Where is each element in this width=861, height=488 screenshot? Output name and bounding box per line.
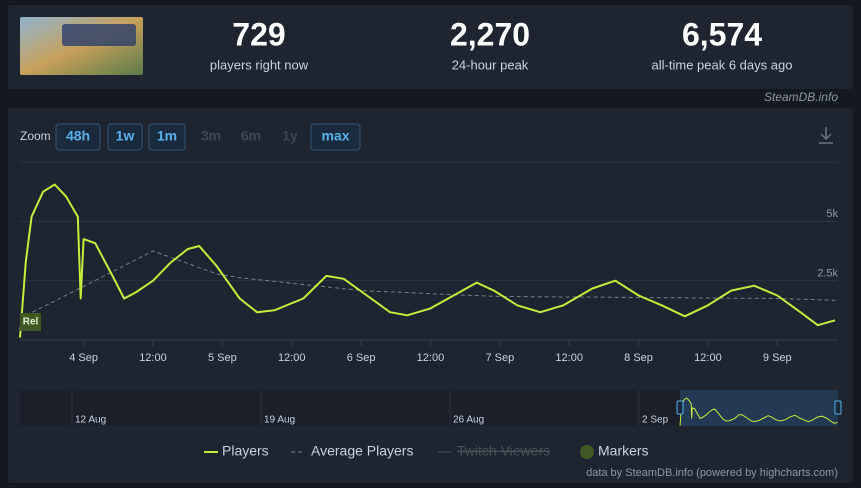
navigator-line — [679, 397, 838, 426]
zoom-button[interactable]: 48h — [55, 123, 101, 151]
download-glyph — [819, 127, 833, 144]
stat-label: 24-hour peak — [452, 57, 529, 72]
zoom-button-label: 1w — [116, 128, 135, 144]
x-tick-label: 4 Sep — [69, 352, 98, 364]
x-tick-label: 8 Sep — [624, 352, 653, 364]
zoom-button[interactable]: 1w — [107, 123, 143, 151]
stat-value: 6,574 — [682, 16, 762, 52]
x-tick-label: 6 Sep — [347, 352, 376, 364]
navigator-label: 26 Aug — [453, 415, 484, 426]
x-tick-label: 12:00 — [139, 352, 167, 364]
zoom-button-label: 48h — [66, 128, 90, 144]
legend-item[interactable]: Average Players — [291, 443, 413, 459]
chart-layer: 729 players right now 2,270 24-hour peak 6,5… — [19, 16, 842, 479]
zoom-button[interactable]: 1m — [148, 123, 186, 151]
zoom-button[interactable]: max — [310, 123, 361, 151]
stat-label: players right now — [210, 57, 309, 72]
stat-value: 2,270 — [450, 16, 530, 52]
zoom-button: 3m — [201, 128, 221, 144]
watermark: SteamDB.info — [764, 90, 838, 104]
zoom-button-label: 1y — [282, 128, 298, 144]
average-line — [19, 250, 836, 320]
download-icon[interactable] — [819, 127, 833, 144]
zoom-button-label: 6m — [241, 128, 261, 144]
stats-card — [8, 5, 853, 89]
legend-item[interactable]: Twitch Viewers — [438, 443, 550, 459]
stat-label: all-time peak 6 days ago — [652, 57, 793, 72]
x-tick-label: 7 Sep — [485, 352, 514, 364]
zoom-button: 1y — [282, 128, 298, 144]
y-tick-label: 2.5k — [817, 268, 838, 280]
zoom-button-bg — [310, 123, 361, 151]
zoom-button-bg — [107, 123, 143, 151]
zoom-button-label: max — [321, 128, 349, 144]
zoom-label: Zoom — [20, 129, 51, 143]
legend-label: Players — [222, 443, 269, 459]
x-tick-label: 12:00 — [278, 352, 306, 364]
thumbnail-logo — [62, 24, 136, 46]
x-tick-label: 5 Sep — [208, 352, 237, 364]
marker-flag — [20, 313, 41, 331]
x-tick-label: 12:00 — [694, 352, 722, 364]
navigator-handle[interactable] — [834, 400, 842, 415]
zoom-button-bg — [148, 123, 186, 151]
legend-label: Markers — [598, 443, 649, 459]
zoom-button-bg — [55, 123, 101, 151]
chart-panel — [8, 108, 853, 483]
x-tick-label: 12:00 — [417, 352, 445, 364]
zoom-button: 6m — [241, 128, 261, 144]
legend-item[interactable]: Markers — [580, 443, 649, 459]
players-line — [19, 183, 836, 338]
y-tick-label: 5k — [826, 208, 838, 220]
stat-value: 729 — [232, 16, 285, 52]
zoom-button-label: 3m — [201, 128, 221, 144]
x-tick-label: 12:00 — [555, 352, 583, 364]
navigator-label: 19 Aug — [264, 415, 295, 426]
legend-label: Average Players — [311, 443, 413, 459]
legend-label: Twitch Viewers — [457, 443, 550, 459]
credits: data by SteamDB.info (powered by highcha… — [586, 467, 838, 479]
zoom-button-label: 1m — [157, 128, 177, 144]
legend-swatch — [580, 445, 594, 459]
legend-item[interactable]: Players — [204, 443, 269, 459]
x-tick-label: 9 Sep — [763, 352, 792, 364]
navigator-handle[interactable] — [676, 400, 684, 415]
navigator-label: 12 Aug — [75, 415, 106, 426]
navigator-label: 2 Sep — [642, 415, 669, 426]
marker-label: Rel — [23, 317, 39, 328]
